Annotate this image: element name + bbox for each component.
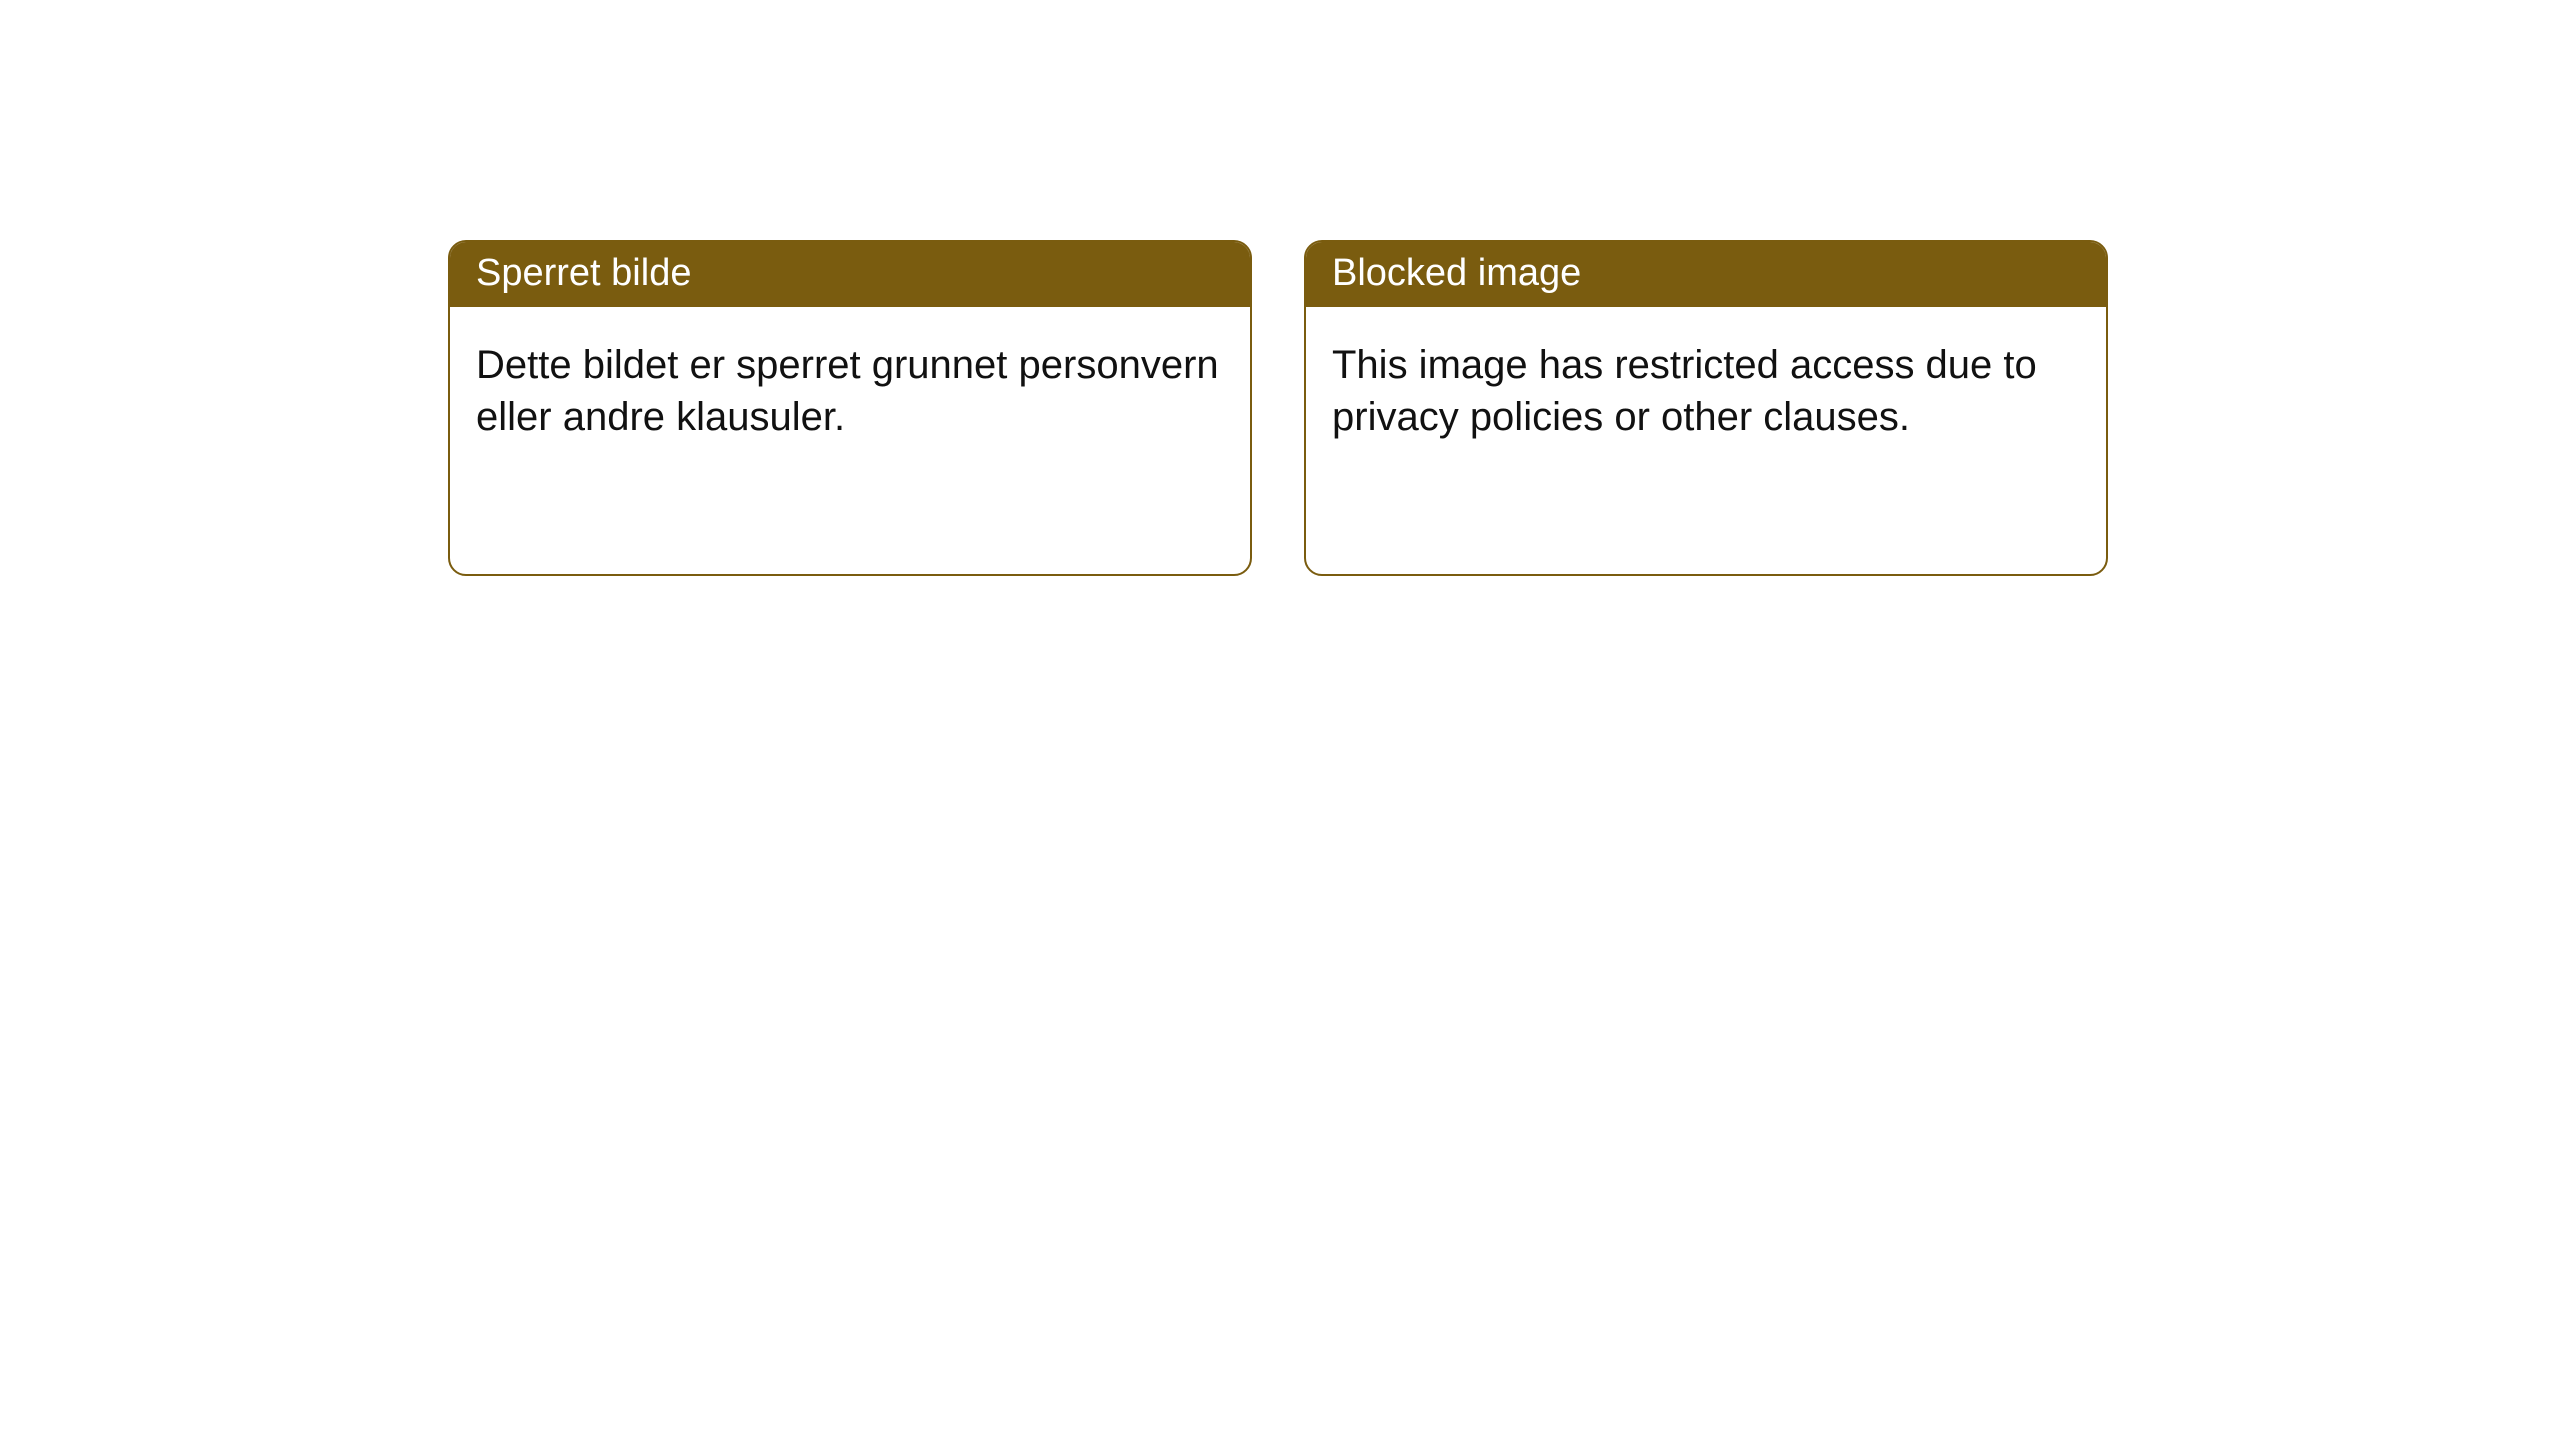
notice-card-en: Blocked image This image has restricted … xyxy=(1304,240,2108,576)
notice-card-body-no: Dette bildet er sperret grunnet personve… xyxy=(450,307,1250,469)
notice-cards-row: Sperret bilde Dette bildet er sperret gr… xyxy=(448,240,2108,576)
notice-card-no: Sperret bilde Dette bildet er sperret gr… xyxy=(448,240,1252,576)
notice-card-title-en: Blocked image xyxy=(1306,242,2106,307)
notice-card-title-no: Sperret bilde xyxy=(450,242,1250,307)
notice-card-body-en: This image has restricted access due to … xyxy=(1306,307,2106,469)
